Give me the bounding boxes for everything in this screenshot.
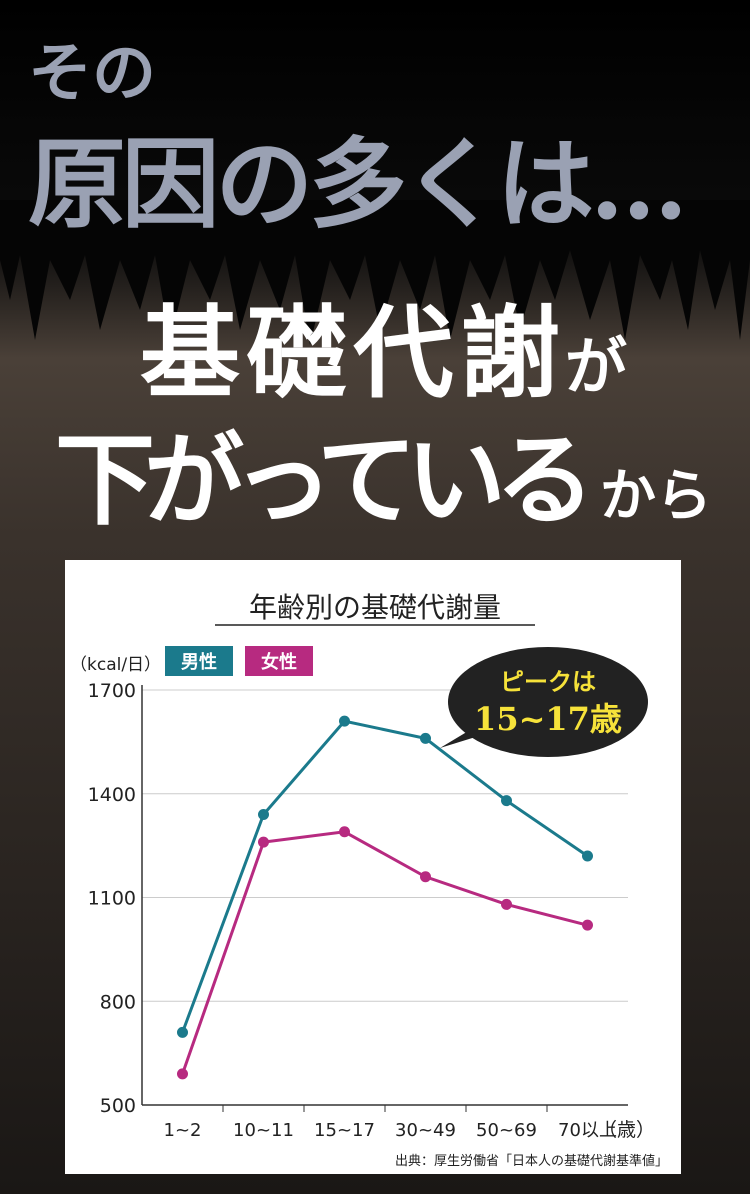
data-point (177, 1026, 188, 1038)
callout-line2: 15~17歳 (474, 700, 622, 738)
data-point (582, 850, 593, 862)
callout: ピークは 15~17歳 (440, 647, 648, 757)
y-tick-label: 800 (100, 991, 136, 1013)
x-tick-label: 10~11 (233, 1120, 294, 1141)
y-tick-label: 1100 (88, 888, 136, 910)
data-point (258, 809, 269, 820)
x-tick-label: 1~2 (164, 1120, 202, 1141)
legend-swatch (165, 646, 233, 676)
y-tick-label: 500 (100, 1095, 136, 1117)
data-point (582, 919, 593, 931)
header-line4: 下がっている (55, 421, 595, 539)
x-unit: （歳） (598, 1119, 655, 1141)
y-tick-label: 1400 (88, 784, 136, 806)
legend-label: 男性 (181, 651, 217, 673)
data-point (501, 795, 512, 807)
legend-swatch (245, 646, 313, 676)
legend-label: 女性 (261, 651, 297, 673)
series-line (181, 719, 589, 1033)
data-point (420, 732, 431, 744)
data-point (501, 898, 512, 910)
header-line3-small: が (565, 330, 627, 403)
header-line2: 原因の多くは… (28, 127, 688, 242)
callout-line1: ピークは (500, 668, 596, 696)
data-point (339, 826, 350, 838)
drip-decoration (0, 200, 750, 345)
data-point (420, 871, 431, 883)
chart-title: 年齢別の基礎代謝量 (249, 591, 501, 624)
data-point (177, 1068, 188, 1080)
header-line1: その (28, 36, 156, 111)
data-point (339, 715, 350, 727)
x-tick-label: 30~49 (395, 1120, 456, 1141)
series-line (181, 830, 588, 1075)
x-tick-label: 50~69 (476, 1120, 537, 1141)
header-line4-small: から (600, 463, 712, 529)
y-unit: （kcal/日） (70, 655, 161, 675)
y-tick-label: 1700 (88, 680, 136, 702)
x-tick-label: 70以上 (558, 1120, 617, 1141)
source: 出典：厚生労働省「日本人の基礎代謝基準値」 (395, 1153, 668, 1169)
callout-bubble (448, 647, 648, 757)
x-tick-label: 15~17 (314, 1120, 375, 1141)
data-point (258, 836, 269, 848)
